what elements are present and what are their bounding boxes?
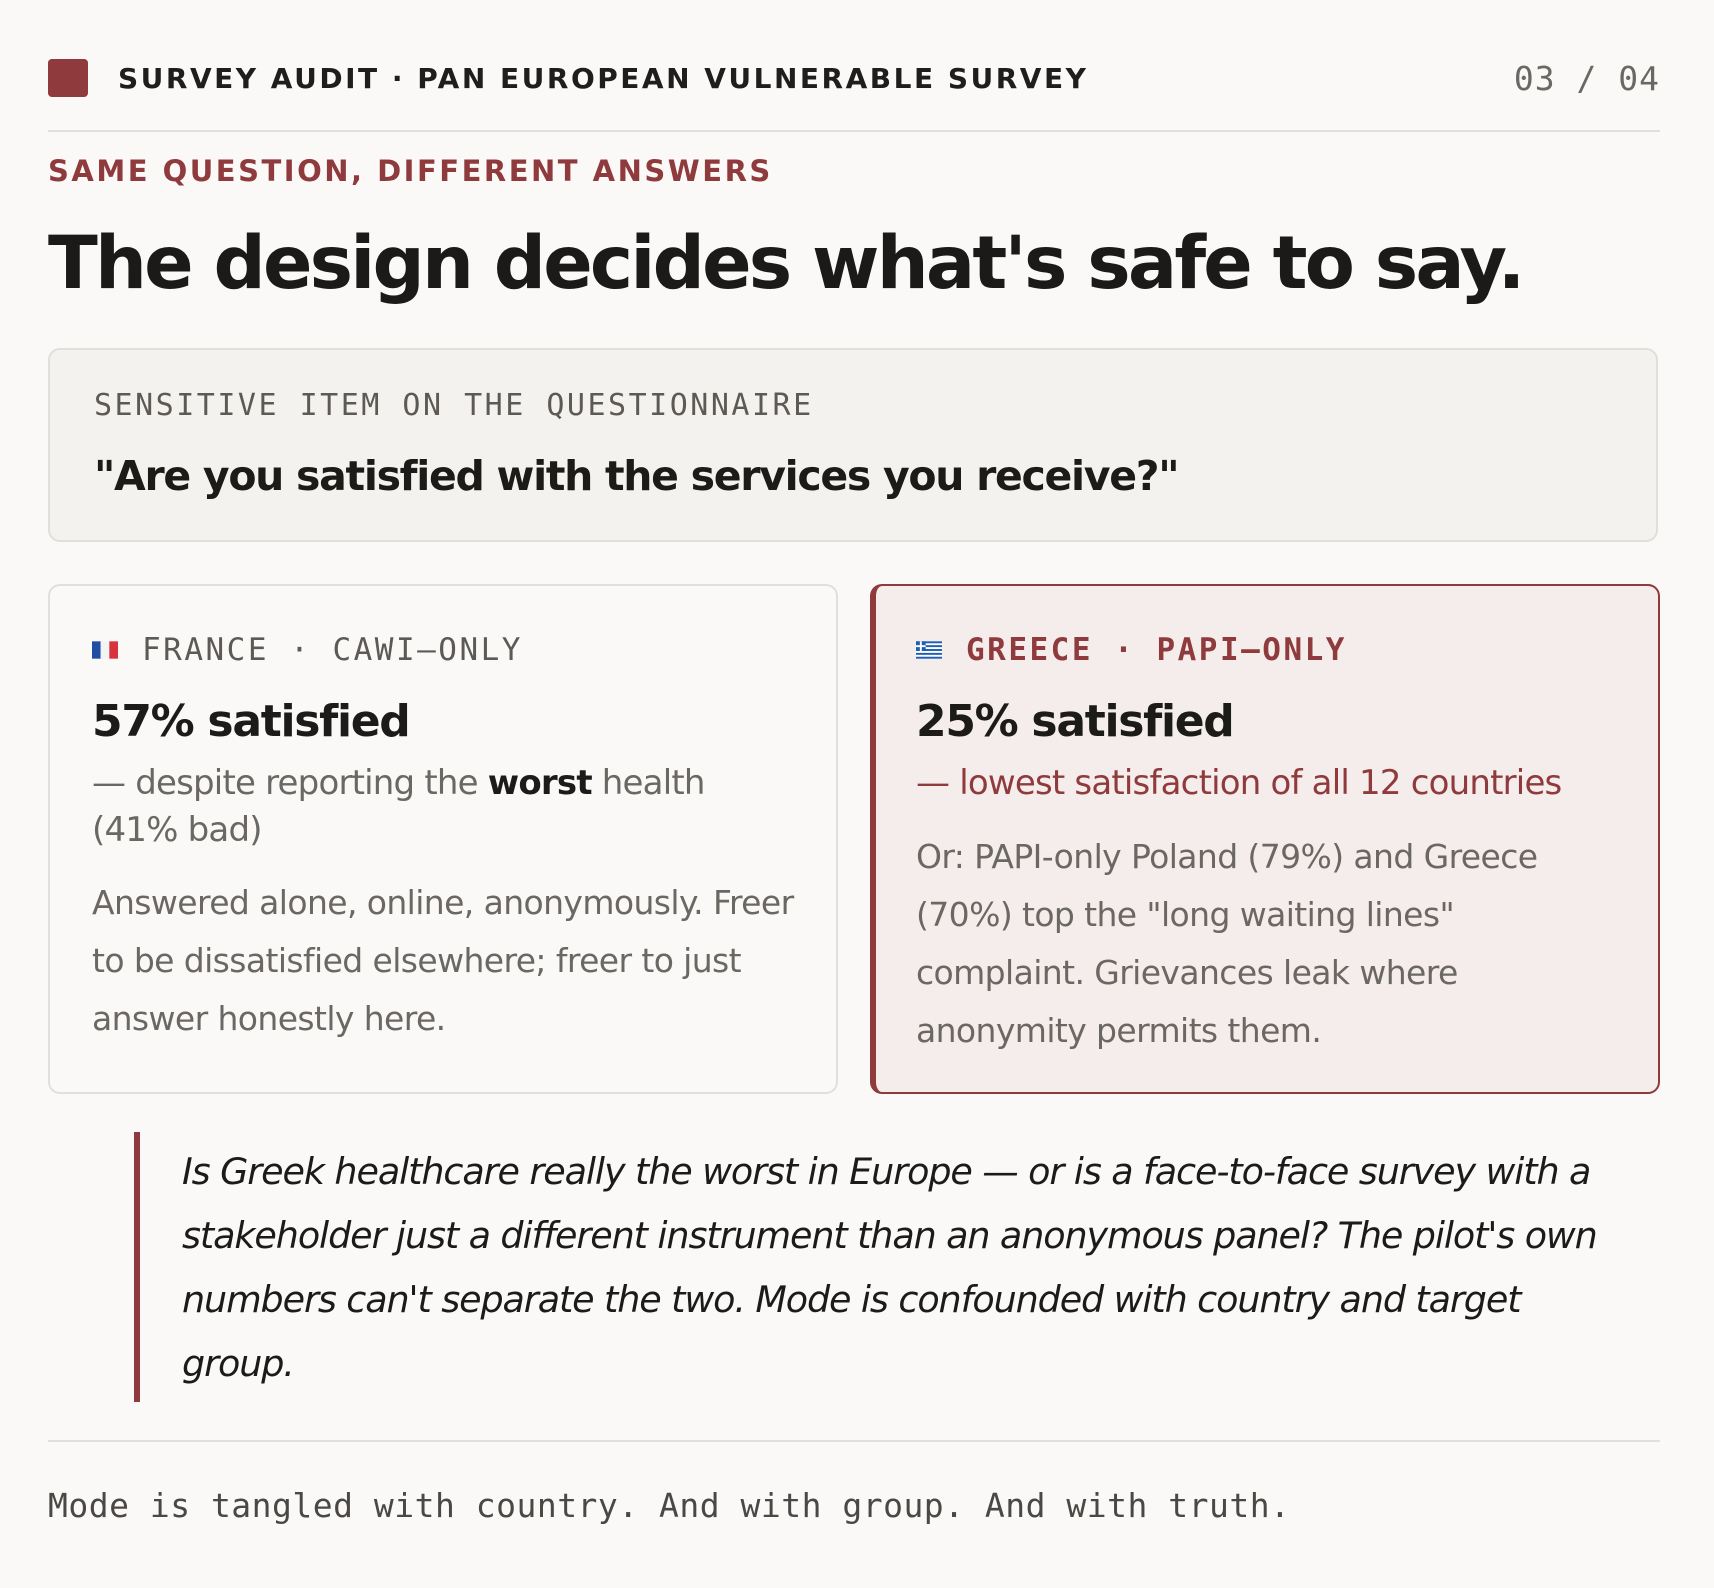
footer-note: Mode is tangled with country. And with g… — [48, 1486, 1291, 1525]
card-body: Or: PAPI-only Poland (79%) and Greece (7… — [916, 837, 1538, 1050]
greece-card: GREECE · PAPI–ONLY 25% satisfied — lowes… — [870, 584, 1660, 1094]
question-label: SENSITIVE ITEM ON THE QUESTIONNAIRE — [94, 388, 814, 423]
header-bar: SURVEY AUDIT · PAN EUROPEAN VULNERABLE S… — [48, 56, 1660, 100]
card-label: FRANCE · CAWI–ONLY — [142, 632, 523, 668]
card-header: GREECE · PAPI–ONLY — [916, 632, 1347, 668]
france-card: FRANCE · CAWI–ONLY 57% satisfied — despi… — [48, 584, 838, 1094]
card-label: GREECE · PAPI–ONLY — [966, 632, 1347, 668]
page-title: The design decides what's safe to say. — [48, 221, 1525, 306]
greece-flag-icon — [916, 641, 942, 659]
page-counter: 03 / 04 — [1513, 58, 1660, 98]
card-body: Answered alone, online, anonymously. Fre… — [92, 883, 794, 1038]
france-flag-icon — [92, 641, 118, 659]
stat-caption: — despite reporting the worst health (41… — [92, 763, 705, 850]
emphasis-text: worst — [487, 763, 593, 803]
quote-bar — [134, 1132, 140, 1402]
satisfaction-stat: 25% satisfied — [916, 696, 1235, 747]
stat-caption: — lowest satisfaction of all 12 countrie… — [916, 763, 1562, 803]
card-header: FRANCE · CAWI–ONLY — [92, 632, 523, 668]
section-kicker: SAME QUESTION, DIFFERENT ANSWERS — [48, 154, 773, 188]
brand-title: SURVEY AUDIT · PAN EUROPEAN VULNERABLE S… — [118, 61, 1089, 95]
header-divider — [48, 130, 1660, 132]
footer-divider — [48, 1440, 1660, 1442]
slide: SURVEY AUDIT · PAN EUROPEAN VULNERABLE S… — [48, 0, 1660, 1588]
question-box: SENSITIVE ITEM ON THE QUESTIONNAIRE "Are… — [48, 348, 1658, 542]
pull-quote: Is Greek healthcare really the worst in … — [182, 1150, 1598, 1385]
satisfaction-stat: 57% satisfied — [92, 696, 411, 747]
brand-logo-icon — [48, 59, 88, 97]
question-text: "Are you satisfied with the services you… — [94, 452, 1180, 500]
